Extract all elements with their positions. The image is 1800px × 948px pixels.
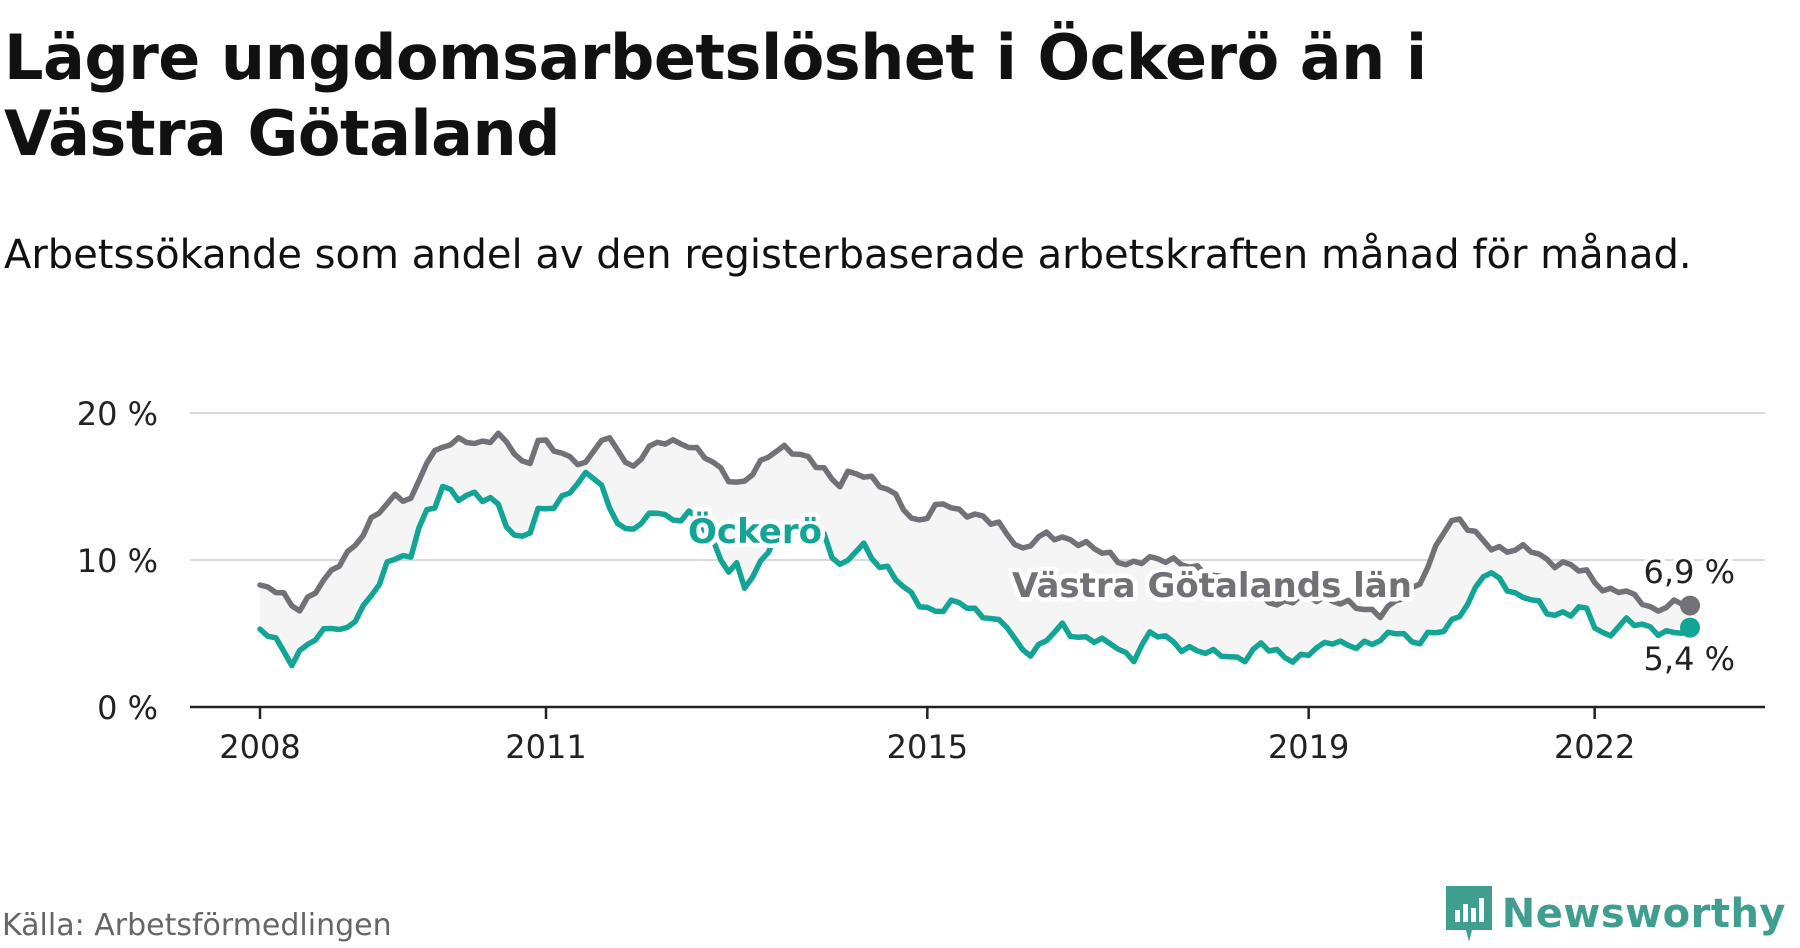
brand-logo: Newsworthy — [1445, 886, 1786, 942]
annotations: Öckerö Västra Götalands län 6,9 % 5,4 % — [684, 507, 1740, 683]
series-line-ockero — [257, 469, 1693, 669]
end-label-vastra-gotaland: 6,9 % — [1644, 553, 1735, 591]
series — [257, 430, 1700, 669]
difference-band — [260, 433, 1690, 666]
x-tick-label: 2022 — [1554, 728, 1635, 766]
x-tick-label: 2015 — [887, 728, 968, 766]
y-tick-label: 0 % — [97, 689, 158, 727]
chart-title: Lägre ungdomsarbetslöshet i Öckerö än i … — [4, 21, 1427, 170]
series-line-vastra-gotaland — [257, 430, 1693, 621]
x-tick-label: 2019 — [1268, 728, 1349, 766]
series-label-vastra-gotaland: Västra Götalands län — [1012, 566, 1412, 606]
x-tick-label: 2011 — [505, 728, 586, 766]
end-marker-ockero — [1680, 617, 1700, 638]
end-marker-vastra-gotaland — [1680, 595, 1700, 616]
newsworthy-logo-icon — [1445, 886, 1492, 942]
brand-name: Newsworthy — [1501, 891, 1786, 937]
source-note: Källa: Arbetsförmedlingen — [2, 908, 392, 943]
chart-subtitle: Arbetssökande som andel av den registerb… — [4, 232, 1692, 278]
y-axis: 0 % 10 % 20 % — [77, 395, 158, 727]
series-label-ockero: Öckerö — [688, 511, 822, 552]
y-tick-label: 10 % — [77, 542, 158, 580]
end-label-ockero: 5,4 % — [1644, 640, 1735, 678]
x-axis: 2008 2011 2015 2019 2022 — [190, 705, 1765, 766]
x-tick-label: 2008 — [219, 728, 300, 766]
y-tick-label: 20 % — [77, 395, 158, 433]
